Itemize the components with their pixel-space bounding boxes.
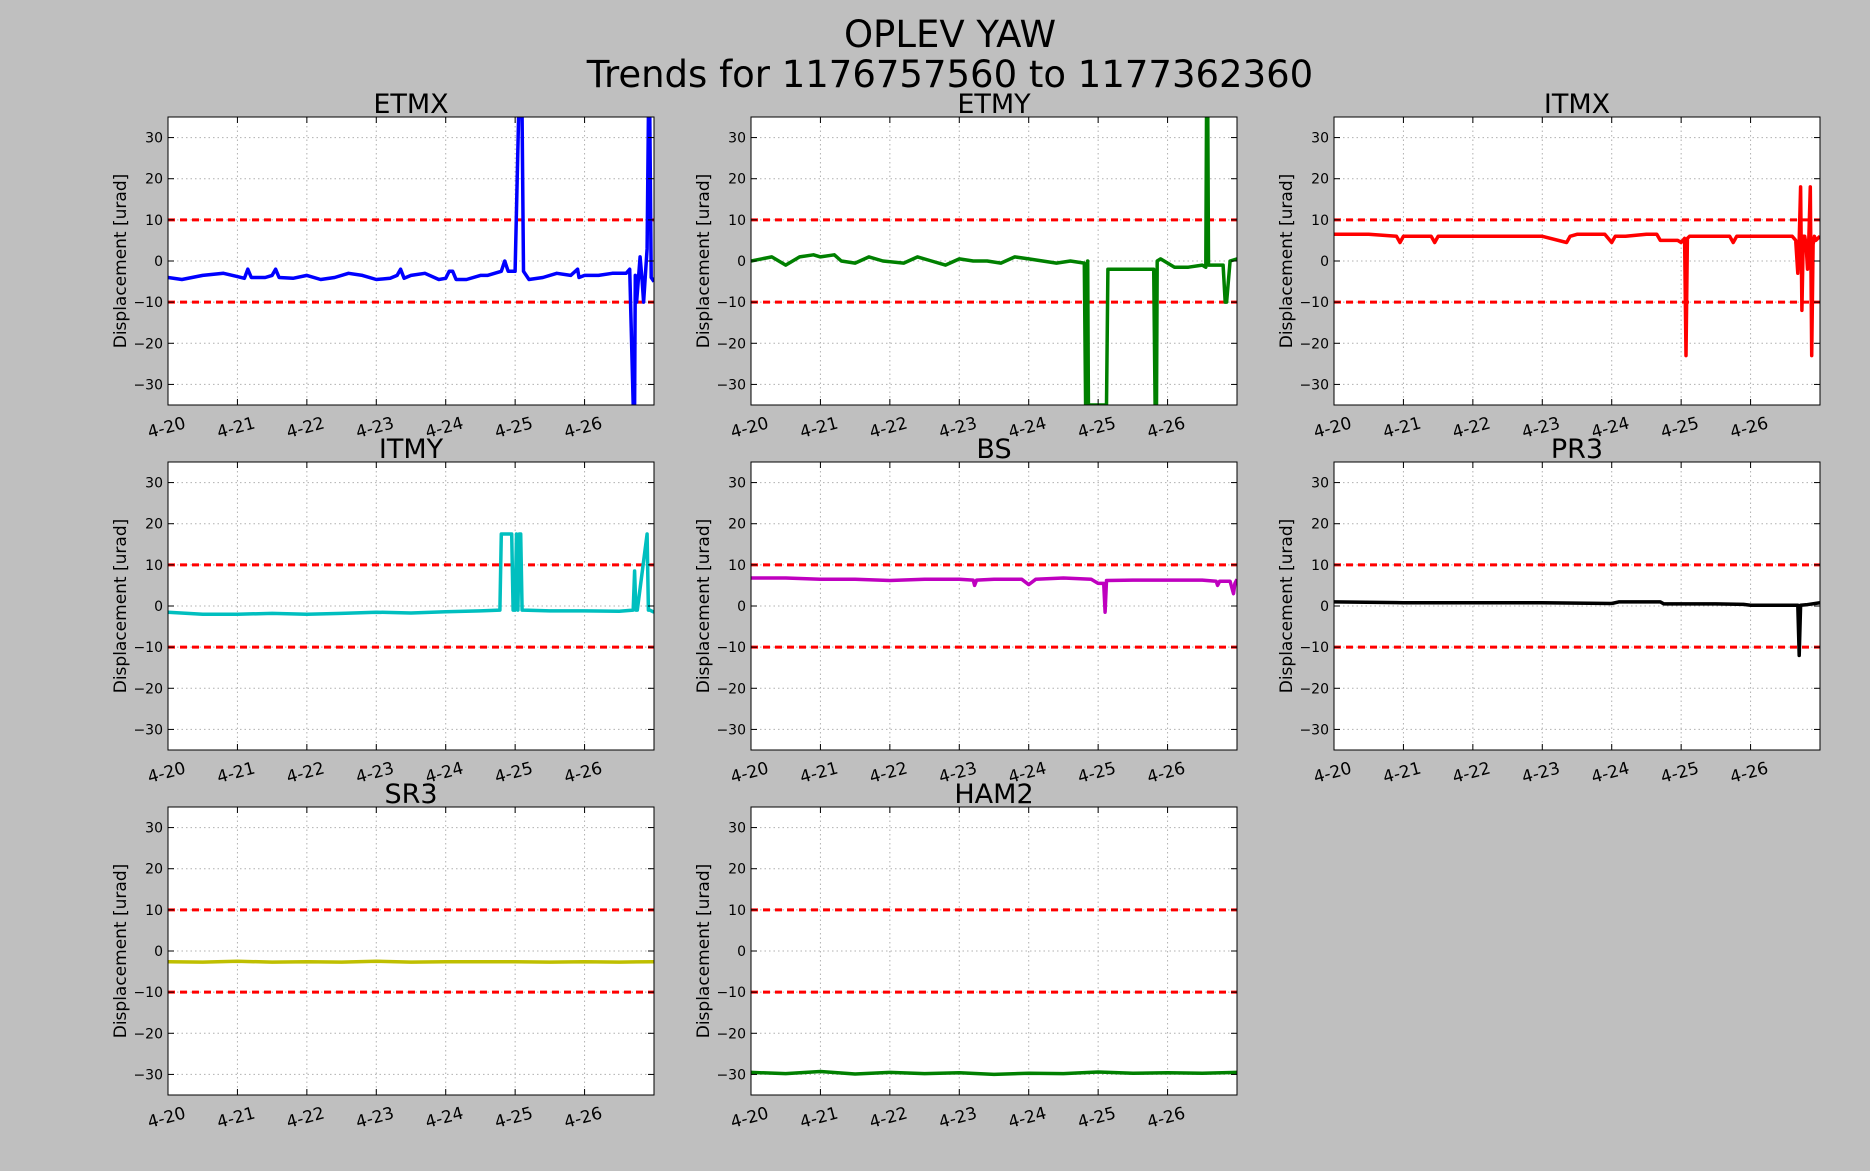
y-tick-label: 0	[1320, 254, 1329, 270]
y-axis-label: Displacement [urad]	[694, 174, 714, 349]
y-tick-label: −20	[133, 681, 163, 697]
y-tick-label: −10	[133, 295, 163, 311]
series-line-itmx	[1334, 185, 1820, 358]
y-tick-label: 0	[737, 944, 746, 960]
y-tick-label: 30	[145, 476, 163, 492]
series-line-pr3	[1334, 600, 1820, 658]
y-tick-label: −20	[716, 1026, 746, 1042]
y-tick-label: −10	[716, 640, 746, 656]
y-tick-label: 30	[728, 131, 746, 147]
y-tick-label: 20	[145, 862, 163, 878]
y-tick-label: 10	[1311, 213, 1329, 229]
y-axis-label: Displacement [urad]	[694, 519, 714, 694]
y-tick-label: 10	[728, 213, 746, 229]
y-tick-label: −30	[1299, 377, 1329, 393]
y-tick-label: 30	[1311, 131, 1329, 147]
subplot-title-sr3: SR3	[384, 779, 437, 810]
y-tick-label: −20	[1299, 681, 1329, 697]
series-line-etmx	[168, 117, 654, 405]
y-axis-label: Displacement [urad]	[111, 864, 131, 1039]
series-line-bs	[751, 576, 1237, 614]
y-tick-label: 0	[154, 599, 163, 615]
y-tick-label: −30	[716, 377, 746, 393]
series-line-ham2	[751, 1069, 1237, 1077]
y-tick-label: 20	[728, 517, 746, 533]
y-tick-label: −20	[716, 681, 746, 697]
y-tick-label: −30	[716, 1067, 746, 1083]
y-tick-label: 10	[728, 558, 746, 574]
y-axis-label: Displacement [urad]	[694, 864, 714, 1039]
figure-title-line1: OPLEV YAW	[844, 13, 1056, 56]
y-tick-label: −10	[133, 640, 163, 656]
y-tick-label: −30	[716, 722, 746, 738]
y-axis-label: Displacement [urad]	[111, 174, 131, 349]
y-tick-label: 10	[728, 903, 746, 919]
y-tick-label: −10	[1299, 295, 1329, 311]
y-tick-label: 20	[1311, 172, 1329, 188]
y-tick-label: 10	[145, 558, 163, 574]
y-axis-label: Displacement [urad]	[1277, 174, 1297, 349]
y-tick-label: 10	[1311, 558, 1329, 574]
series-line-etmy	[751, 117, 1237, 405]
y-tick-label: 20	[728, 862, 746, 878]
y-tick-label: 20	[728, 172, 746, 188]
y-tick-label: 20	[145, 172, 163, 188]
y-axis-label: Displacement [urad]	[111, 519, 131, 694]
subplot-title-itmx: ITMX	[1544, 89, 1610, 120]
subplot-title-itmy: ITMY	[379, 434, 444, 465]
subplot-title-etmy: ETMY	[957, 89, 1031, 120]
y-tick-label: −30	[133, 377, 163, 393]
subplot-title-pr3: PR3	[1551, 434, 1603, 465]
y-tick-label: −10	[716, 985, 746, 1001]
y-tick-label: −10	[133, 985, 163, 1001]
subplot-title-bs: BS	[976, 434, 1011, 465]
y-tick-label: 0	[154, 944, 163, 960]
series-line-itmy	[168, 532, 654, 616]
y-tick-label: 30	[728, 476, 746, 492]
y-tick-label: −10	[716, 295, 746, 311]
y-tick-label: −30	[1299, 722, 1329, 738]
y-axis-label: Displacement [urad]	[1277, 519, 1297, 694]
y-tick-label: −20	[716, 336, 746, 352]
y-tick-label: 20	[145, 517, 163, 533]
y-tick-label: −30	[133, 722, 163, 738]
subplot-title-etmx: ETMX	[373, 89, 448, 120]
subplot-title-ham2: HAM2	[954, 779, 1033, 810]
y-tick-label: 30	[145, 131, 163, 147]
series-line-sr3	[168, 959, 654, 964]
y-tick-label: 10	[145, 903, 163, 919]
y-tick-label: −10	[1299, 640, 1329, 656]
y-tick-label: 0	[1320, 599, 1329, 615]
y-tick-label: 30	[728, 821, 746, 837]
y-tick-label: −20	[133, 1026, 163, 1042]
y-tick-label: 10	[145, 213, 163, 229]
y-tick-label: 20	[1311, 517, 1329, 533]
y-tick-label: 30	[1311, 476, 1329, 492]
y-tick-label: −30	[133, 1067, 163, 1083]
y-tick-label: −20	[1299, 336, 1329, 352]
y-tick-label: 0	[737, 599, 746, 615]
y-tick-label: 0	[737, 254, 746, 270]
y-tick-label: 30	[145, 821, 163, 837]
y-tick-label: −20	[133, 336, 163, 352]
y-tick-label: 0	[154, 254, 163, 270]
figure-title-line2: Trends for 1176757560 to 1177362360	[586, 53, 1313, 96]
